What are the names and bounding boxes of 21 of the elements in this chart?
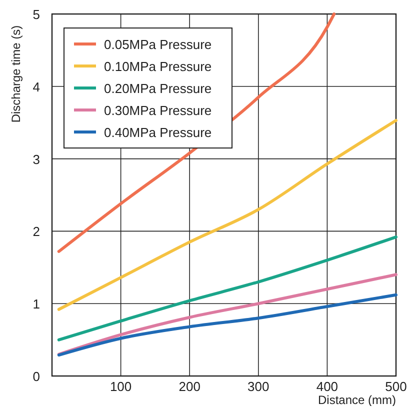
y-tick-label: 4 bbox=[32, 79, 40, 94]
line-series bbox=[57, 235, 398, 342]
y-tick-label: 2 bbox=[32, 224, 40, 240]
legend-label: 0.05MPa Pressure bbox=[104, 37, 212, 52]
line-series bbox=[57, 118, 398, 311]
legend-label: 0.30MPa Pressure bbox=[104, 103, 212, 118]
y-tick-label: 1 bbox=[32, 296, 40, 312]
y-axis-title: Discharge time (s) bbox=[9, 25, 23, 123]
x-tick-label: 200 bbox=[178, 379, 200, 394]
x-tick-label: 500 bbox=[385, 379, 407, 394]
legend-label: 0.40MPa Pressure bbox=[104, 125, 212, 140]
x-tick-label: 300 bbox=[248, 379, 270, 394]
y-tick-label: 3 bbox=[32, 152, 40, 167]
x-tick-label: 100 bbox=[110, 379, 132, 394]
line-series bbox=[57, 293, 398, 357]
y-tick-label: 0 bbox=[32, 369, 40, 384]
legend-label: 0.20MPa Pressure bbox=[104, 81, 212, 96]
y-tick-label: 5 bbox=[32, 7, 40, 22]
x-tick-label: 400 bbox=[316, 379, 338, 394]
line-series bbox=[57, 273, 398, 356]
legend-label: 0.10MPa Pressure bbox=[104, 59, 212, 74]
